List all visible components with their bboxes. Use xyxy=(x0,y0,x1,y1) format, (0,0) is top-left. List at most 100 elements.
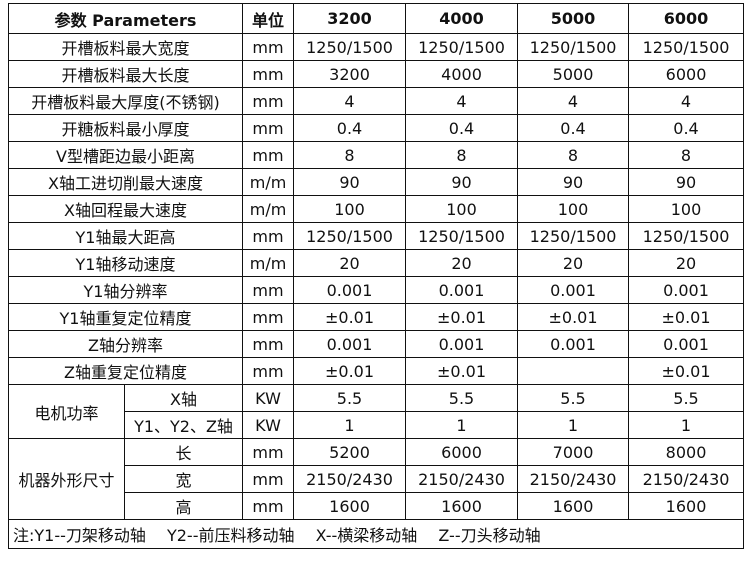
value-cell: 1250/1500 xyxy=(293,222,407,250)
table-row: Y1轴分辨率 mm 0.001 0.001 0.001 0.001 xyxy=(7,276,745,304)
value-cell: 100 xyxy=(405,195,519,223)
value-cell: 1 xyxy=(628,411,745,439)
header-model: 6000 xyxy=(628,3,745,34)
unit-cell: m/m xyxy=(242,195,295,223)
value-cell: 20 xyxy=(405,249,519,277)
value-cell: 20 xyxy=(293,249,407,277)
unit-cell: mm xyxy=(242,33,295,61)
value-cell: 90 xyxy=(517,168,630,196)
param-label: 开槽板料最大长度 xyxy=(7,60,244,88)
param-label: 开糖板料最小厚度 xyxy=(7,114,244,142)
value-cell: 100 xyxy=(517,195,630,223)
note-row: 注:Y1--刀架移动轴 Y2--前压料移动轴 X--横梁移动轴 Z--刀头移动轴 xyxy=(7,519,745,549)
value-cell: 0.001 xyxy=(293,330,407,358)
value-cell: ±0.01 xyxy=(628,303,745,331)
value-cell: 2150/2430 xyxy=(517,465,630,493)
value-cell: 8 xyxy=(517,141,630,169)
unit-cell: mm xyxy=(242,303,295,331)
value-cell: 5.5 xyxy=(517,384,630,412)
table-row: 开槽板料最大厚度(不锈钢) mm 4 4 4 4 xyxy=(7,87,745,115)
value-cell: 100 xyxy=(293,195,407,223)
table-row: 宽 mm 2150/2430 2150/2430 2150/2430 2150/2430 xyxy=(9,465,745,493)
value-cell: 2150/2430 xyxy=(293,465,407,493)
value-cell: 0.001 xyxy=(628,330,745,358)
value-cell: 1250/1500 xyxy=(405,222,519,250)
unit-cell: mm xyxy=(242,330,295,358)
param-label: Z轴重复定位精度 xyxy=(7,357,244,385)
value-cell: 4000 xyxy=(405,60,519,88)
value-cell: 8 xyxy=(628,141,745,169)
value-cell: 1 xyxy=(405,411,519,439)
table-row: Y1轴移动速度 m/m 20 20 20 20 xyxy=(7,249,745,277)
value-cell: 20 xyxy=(628,249,745,277)
unit-cell: mm xyxy=(242,60,295,88)
value-cell: 4 xyxy=(293,87,407,115)
value-cell: 90 xyxy=(293,168,407,196)
value-cell: 7000 xyxy=(517,438,630,466)
header-model: 5000 xyxy=(517,3,630,34)
value-cell: 5000 xyxy=(517,60,630,88)
unit-cell: mm xyxy=(242,222,295,250)
value-cell: 0.4 xyxy=(293,114,407,142)
unit-cell: mm xyxy=(242,357,295,385)
value-cell: 2150/2430 xyxy=(405,465,519,493)
value-cell: 1600 xyxy=(628,492,745,520)
unit-cell: mm xyxy=(242,114,295,142)
value-cell: 0.001 xyxy=(405,276,519,304)
value-cell: 6000 xyxy=(628,60,745,88)
value-cell: 4 xyxy=(405,87,519,115)
param-label: 开槽板料最大厚度(不锈钢) xyxy=(7,87,244,115)
parameters-table: 参数 Parameters 单位 3200 4000 5000 6000 开槽板料最大宽度 m… xyxy=(7,3,745,549)
value-cell: 5.5 xyxy=(405,384,519,412)
value-cell: 90 xyxy=(405,168,519,196)
unit-cell: mm xyxy=(242,276,295,304)
value-cell: 0.4 xyxy=(517,114,630,142)
value-cell: 1250/1500 xyxy=(405,33,519,61)
value-cell: 5200 xyxy=(293,438,407,466)
value-cell: 5.5 xyxy=(293,384,407,412)
value-cell: 0.4 xyxy=(405,114,519,142)
unit-cell: mm xyxy=(242,87,295,115)
value-cell: 1250/1500 xyxy=(628,222,745,250)
unit-cell: m/m xyxy=(242,168,295,196)
param-label: 开槽板料最大宽度 xyxy=(7,33,244,61)
table-row: X轴工进切削最大速度 m/m 90 90 90 90 xyxy=(7,168,745,196)
header-unit: 单位 xyxy=(242,3,295,34)
table-row: Z轴分辨率 mm 0.001 0.001 0.001 0.001 xyxy=(7,330,745,358)
table-row: Y1轴最大距高 mm 1250/1500 1250/1500 1250/1500 1250… xyxy=(7,222,745,250)
group-label: 电机功率 xyxy=(8,384,125,439)
table-row: Y1、Y2、Z轴 KW 1 1 1 1 xyxy=(9,411,745,439)
table-row: X轴回程最大速度 m/m 100 100 100 100 xyxy=(7,195,745,223)
table-row: 机器外形尺寸长 mm 5200 6000 7000 8000 xyxy=(8,438,745,520)
value-cell: ±0.01 xyxy=(405,303,519,331)
value-cell: 1600 xyxy=(405,492,519,520)
value-cell: ±0.01 xyxy=(628,357,745,385)
unit-cell: mm xyxy=(242,492,295,520)
unit-cell: m/m xyxy=(242,249,295,277)
unit-cell: mm xyxy=(242,438,295,466)
param-label: Y1轴最大距高 xyxy=(7,222,244,250)
value-cell: 3200 xyxy=(293,60,407,88)
value-cell: 5.5 xyxy=(628,384,745,412)
value-cell: 1250/1500 xyxy=(517,33,630,61)
value-cell: 8 xyxy=(405,141,519,169)
table-row: V型槽距边最小距离 mm 8 8 8 8 xyxy=(7,141,745,169)
value-cell: 0.001 xyxy=(517,276,630,304)
table-row: 电机功率 X轴 KW 5.5 5.5 5.5 5.5 xyxy=(8,384,745,439)
value-cell: ±0.01 xyxy=(293,357,407,385)
value-cell: 0.001 xyxy=(628,276,745,304)
header-row: 参数 Parameters 单位 3200 4000 5000 6000 xyxy=(7,3,745,34)
value-cell: 6000 xyxy=(405,438,519,466)
header-parameters: 参数 Parameters xyxy=(7,3,244,34)
value-cell: 100 xyxy=(628,195,745,223)
sub-label: Y1、Y2、Z轴 xyxy=(123,411,244,439)
param-label: X轴回程最大速度 xyxy=(7,195,244,223)
table-row: 高 mm 1600 1600 1600 1600 xyxy=(9,492,745,520)
sub-label: 宽 xyxy=(123,465,244,493)
table-row: 开糖板料最小厚度 mm 0.4 0.4 0.4 0.4 xyxy=(7,114,745,142)
value-cell: 4 xyxy=(517,87,630,115)
param-label: V型槽距边最小距离 xyxy=(7,141,244,169)
param-label: Y1轴移动速度 xyxy=(7,249,244,277)
value-cell: 1 xyxy=(293,411,407,439)
param-label: Y1轴重复定位精度 xyxy=(7,303,244,331)
